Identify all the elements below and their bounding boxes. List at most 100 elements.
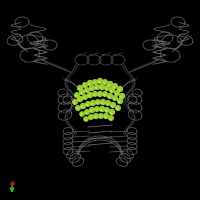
- Circle shape: [89, 117, 91, 119]
- Circle shape: [103, 82, 105, 84]
- Circle shape: [115, 93, 117, 95]
- Circle shape: [95, 99, 101, 105]
- Circle shape: [93, 94, 95, 96]
- Circle shape: [98, 113, 104, 119]
- Circle shape: [80, 103, 86, 109]
- Circle shape: [87, 80, 93, 86]
- Circle shape: [113, 86, 115, 88]
- Circle shape: [79, 111, 85, 117]
- Circle shape: [92, 91, 98, 97]
- Circle shape: [112, 95, 118, 101]
- Circle shape: [115, 105, 121, 111]
- Circle shape: [106, 103, 108, 105]
- Circle shape: [93, 113, 99, 119]
- Circle shape: [94, 84, 100, 90]
- Circle shape: [102, 91, 108, 97]
- Circle shape: [108, 84, 110, 86]
- Circle shape: [88, 114, 94, 120]
- Circle shape: [94, 106, 100, 112]
- Circle shape: [75, 105, 81, 111]
- Circle shape: [105, 100, 111, 106]
- Circle shape: [104, 107, 110, 113]
- Circle shape: [80, 114, 82, 116]
- Circle shape: [93, 82, 95, 84]
- Circle shape: [86, 104, 88, 106]
- Circle shape: [72, 99, 78, 105]
- Circle shape: [97, 91, 103, 97]
- Circle shape: [108, 96, 110, 98]
- Circle shape: [109, 118, 111, 120]
- Circle shape: [87, 92, 93, 98]
- Circle shape: [109, 109, 115, 115]
- Circle shape: [102, 79, 108, 85]
- Circle shape: [107, 93, 113, 99]
- Circle shape: [105, 110, 107, 112]
- Circle shape: [90, 88, 92, 90]
- Circle shape: [114, 90, 120, 96]
- Circle shape: [90, 110, 92, 112]
- Circle shape: [84, 87, 90, 93]
- Circle shape: [94, 116, 96, 118]
- Circle shape: [76, 108, 78, 110]
- Circle shape: [85, 101, 91, 107]
- Circle shape: [83, 85, 85, 87]
- Circle shape: [111, 105, 113, 107]
- Circle shape: [116, 108, 118, 110]
- Circle shape: [85, 112, 87, 114]
- Circle shape: [85, 90, 87, 92]
- Circle shape: [79, 89, 85, 95]
- Circle shape: [92, 79, 98, 85]
- Circle shape: [83, 97, 85, 99]
- Circle shape: [119, 93, 125, 99]
- Circle shape: [97, 78, 103, 84]
- Circle shape: [98, 94, 100, 96]
- Circle shape: [78, 99, 80, 101]
- Circle shape: [113, 98, 115, 100]
- Circle shape: [96, 102, 98, 104]
- Circle shape: [99, 116, 101, 118]
- Circle shape: [104, 116, 106, 118]
- Circle shape: [103, 113, 109, 119]
- Circle shape: [73, 102, 75, 104]
- Circle shape: [118, 89, 120, 91]
- Circle shape: [89, 107, 95, 113]
- Circle shape: [118, 101, 120, 103]
- Circle shape: [103, 94, 105, 96]
- Circle shape: [82, 94, 88, 100]
- Circle shape: [89, 85, 95, 91]
- Circle shape: [88, 83, 90, 85]
- Circle shape: [84, 109, 90, 115]
- Circle shape: [110, 90, 112, 92]
- Circle shape: [101, 102, 103, 104]
- Circle shape: [95, 87, 97, 89]
- Circle shape: [100, 109, 102, 111]
- Circle shape: [83, 116, 89, 122]
- Circle shape: [117, 86, 123, 92]
- Circle shape: [77, 85, 83, 91]
- Circle shape: [120, 96, 122, 98]
- Circle shape: [88, 95, 90, 97]
- Circle shape: [81, 106, 83, 108]
- Circle shape: [108, 115, 114, 121]
- Circle shape: [110, 102, 116, 108]
- Circle shape: [80, 92, 82, 94]
- Circle shape: [91, 103, 93, 105]
- Circle shape: [100, 87, 102, 89]
- Circle shape: [82, 82, 88, 88]
- Circle shape: [105, 88, 107, 90]
- Circle shape: [112, 83, 118, 89]
- Circle shape: [104, 85, 110, 91]
- Circle shape: [84, 119, 86, 121]
- Circle shape: [99, 84, 105, 90]
- Circle shape: [100, 99, 106, 105]
- Circle shape: [74, 92, 80, 98]
- Circle shape: [109, 87, 115, 93]
- Circle shape: [75, 95, 77, 97]
- Circle shape: [98, 81, 100, 83]
- Circle shape: [90, 100, 96, 106]
- Circle shape: [99, 106, 105, 112]
- Circle shape: [95, 109, 97, 111]
- Circle shape: [107, 81, 113, 87]
- Circle shape: [77, 96, 83, 102]
- Circle shape: [78, 88, 80, 90]
